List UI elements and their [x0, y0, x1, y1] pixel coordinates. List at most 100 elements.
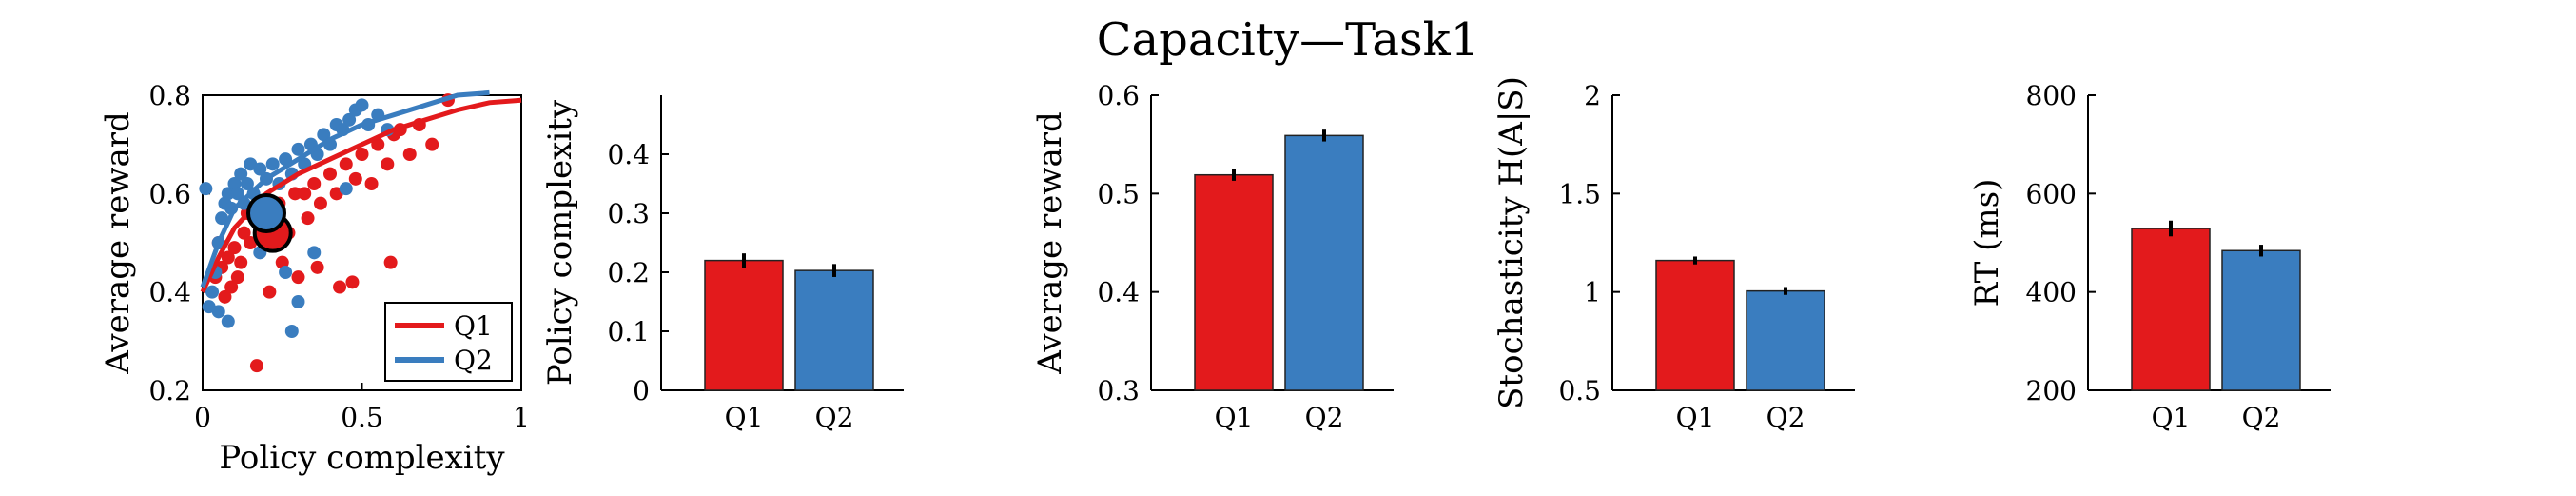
y-tick-label: 0.6	[1097, 80, 1140, 111]
data-point-q2	[205, 285, 220, 299]
y-tick-label: 0.3	[1097, 375, 1140, 407]
x-tick-label: Q1	[1676, 402, 1715, 433]
y-tick-label: 0.8	[148, 80, 191, 111]
x-tick-label: 1	[513, 402, 530, 433]
data-point-q2	[355, 98, 369, 112]
data-point-q1	[348, 171, 362, 186]
chart-panel-4: 0.5 1 1.5 2 Q1 Q2 Stochasticity H(A|S)	[1493, 76, 1855, 433]
data-point-q1	[364, 177, 379, 190]
fit-curve-q2	[200, 89, 490, 288]
x-axis-label: Policy complexity	[219, 439, 505, 477]
data-point-q1	[307, 177, 322, 190]
data-point-q2	[342, 112, 357, 127]
y-tick-label: 600	[2026, 178, 2077, 209]
fit-curve-q1	[200, 97, 522, 293]
chart-panel-1: 0 0.5 1 0.2 0.4 0.6 0.8 Policy complexity Averag…	[99, 80, 530, 477]
data-point-q2	[240, 177, 254, 190]
data-point-q2	[211, 305, 225, 319]
legend-label-q2: Q2	[454, 345, 493, 376]
y-axis-label: Average reward	[99, 111, 137, 375]
data-point-q1	[291, 270, 305, 285]
panels: 0 0.5 1 0.2 0.4 0.6 0.8 Policy complexity Averag…	[99, 76, 2331, 477]
chart-panel-5: 200 400 600 800 Q1 Q2 RT (ms)	[1968, 80, 2331, 433]
data-point-q2	[221, 187, 235, 201]
data-point-q2	[284, 325, 299, 338]
data-point-q2	[339, 182, 353, 196]
data-point-q1	[263, 285, 277, 299]
bar-q2	[2221, 249, 2301, 391]
y-tick-label: 1.5	[1558, 178, 1601, 209]
data-point-q1	[237, 226, 251, 240]
data-point-q2	[317, 128, 331, 142]
data-point-q1	[313, 196, 327, 210]
y-tick-label: 0.6	[148, 178, 191, 209]
y-tick-label: 0.1	[607, 316, 650, 347]
data-point-q1	[425, 137, 439, 151]
y-tick-label: 400	[2026, 277, 2077, 308]
data-point-q1	[345, 275, 360, 289]
data-point-q1	[224, 280, 239, 294]
y-tick-label: 2	[1584, 80, 1601, 111]
y-tick-label: 800	[2026, 80, 2077, 111]
x-tick-label: Q1	[725, 402, 764, 433]
x-tick-label: 0	[194, 402, 211, 433]
data-point-q2	[279, 266, 293, 279]
data-point-q1	[230, 270, 244, 285]
chart-panel-3: 0.3 0.4 0.5 0.6 Q1 Q2 Average reward	[1031, 80, 1394, 433]
y-axis-label: Average reward	[1031, 111, 1069, 375]
legend-label-q1: Q1	[454, 310, 493, 342]
data-point-q2	[234, 167, 248, 181]
y-axis-label: Policy complexity	[541, 99, 579, 386]
x-tick-label: Q1	[2152, 402, 2191, 433]
data-point-q2	[199, 182, 213, 196]
data-point-q2	[291, 295, 305, 308]
bar-q2	[1746, 289, 1825, 391]
data-point-q2	[215, 211, 229, 226]
y-tick-label: 0.4	[1097, 277, 1140, 308]
x-tick-label: Q2	[1305, 402, 1344, 433]
data-point-q1	[333, 280, 347, 294]
y-tick-label: 0.2	[148, 375, 191, 407]
x-tick-label: Q2	[2242, 402, 2281, 433]
y-tick-label: 0.2	[607, 257, 650, 288]
chart-panel-2: 0 0.1 0.2 0.3 0.4 Q1 Q2 Policy complexity	[541, 95, 904, 433]
y-tick-label: 200	[2026, 375, 2077, 407]
y-axis-label: Stochasticity H(A|S)	[1493, 76, 1531, 409]
data-point-q1	[355, 148, 369, 161]
y-tick-label: 0.5	[1558, 375, 1601, 407]
bar-q2	[1284, 134, 1364, 391]
data-point-q1	[301, 211, 315, 226]
bar-q1	[2131, 228, 2211, 391]
y-tick-label: 0.5	[1097, 178, 1140, 209]
data-point-q1	[402, 148, 417, 161]
data-point-q1	[298, 187, 312, 201]
data-point-q2	[221, 314, 235, 328]
data-point-q1	[218, 289, 232, 304]
bar-q1	[1194, 173, 1274, 391]
y-tick-label: 0.3	[607, 198, 650, 229]
data-point-q2	[230, 187, 244, 201]
data-point-q2	[253, 162, 267, 176]
data-point-q2	[291, 142, 305, 156]
data-point-q2	[265, 157, 280, 171]
legend-box	[384, 302, 513, 382]
y-tick-label: 0	[633, 375, 650, 407]
data-point-q2	[307, 246, 322, 260]
data-point-q1	[244, 236, 258, 249]
x-tick-label: 0.5	[341, 402, 383, 433]
data-point-q1	[227, 241, 242, 255]
data-point-q1	[310, 260, 324, 274]
bar-q1	[704, 259, 784, 391]
x-tick-label: Q1	[1215, 402, 1254, 433]
y-axis-label: RT (ms)	[1968, 179, 2006, 308]
mean-marker-q2	[246, 193, 286, 233]
y-tick-label: 1	[1584, 277, 1601, 308]
y-tick-label: 0.4	[148, 277, 191, 308]
data-point-q1	[234, 255, 248, 269]
data-point-q1	[249, 359, 263, 373]
x-tick-label: Q2	[1766, 402, 1805, 433]
x-tick-label: Q2	[815, 402, 854, 433]
data-point-q1	[339, 157, 353, 171]
figure-title: Capacity—Task1	[1097, 13, 1480, 67]
